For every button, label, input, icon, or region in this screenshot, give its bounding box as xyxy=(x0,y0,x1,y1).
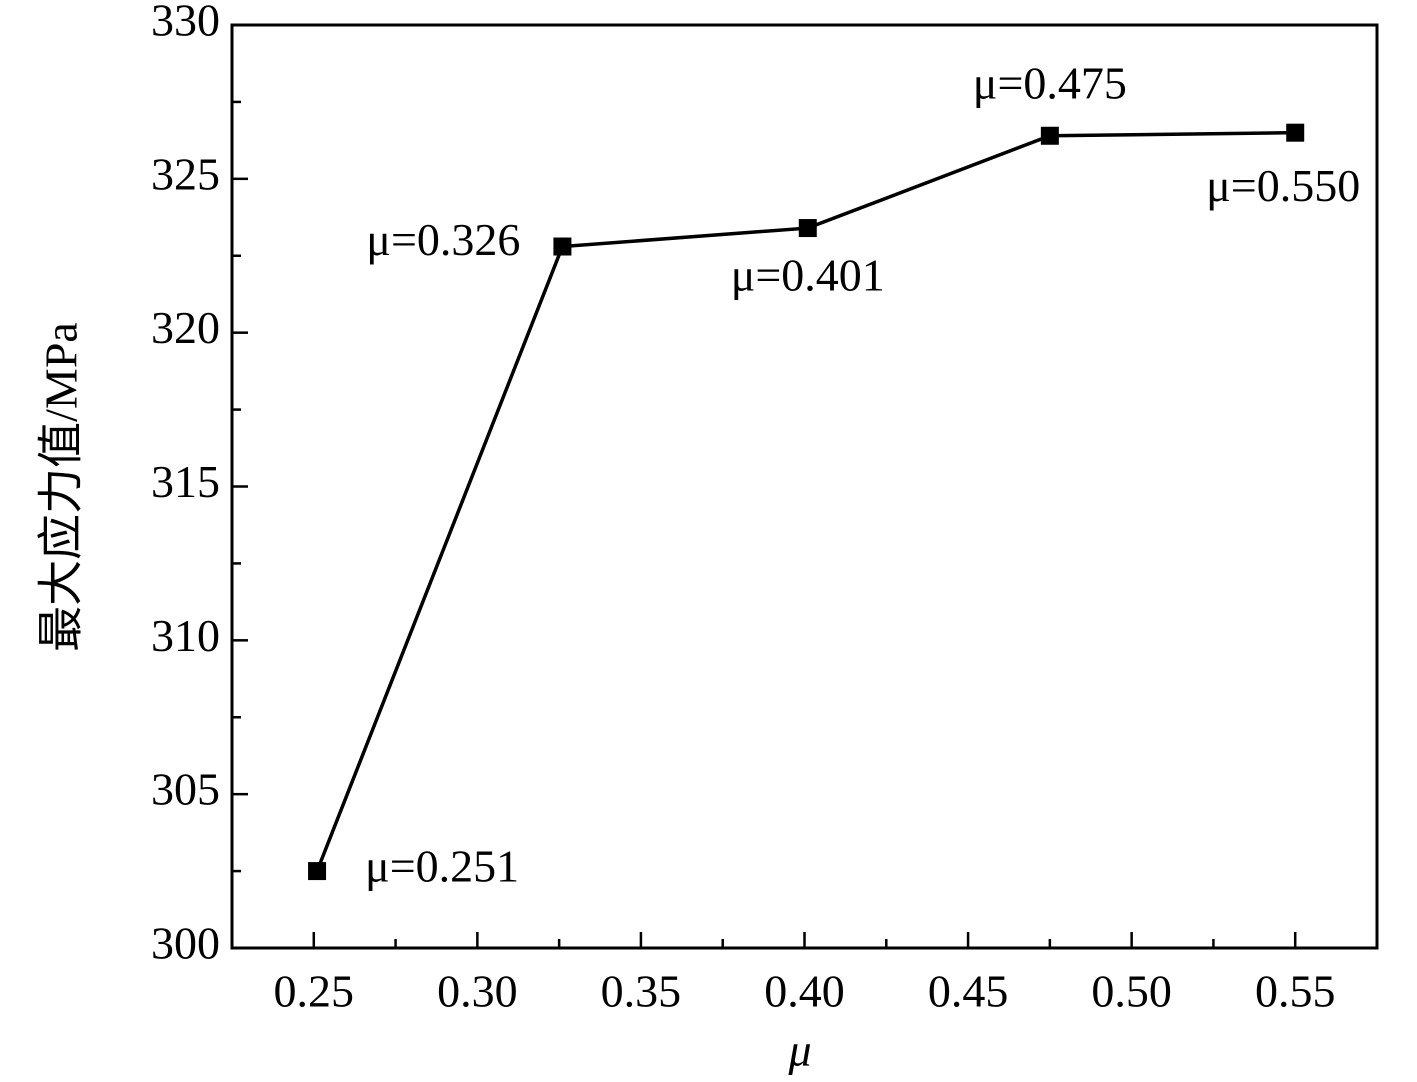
x-axis-label: μ xyxy=(787,1025,811,1076)
y-tick-label: 300 xyxy=(151,918,220,969)
data-label: μ=0.475 xyxy=(973,57,1127,108)
data-point xyxy=(308,862,327,881)
data-point xyxy=(553,237,572,256)
x-tick-label: 0.35 xyxy=(601,966,682,1017)
data-label: μ=0.401 xyxy=(731,250,885,301)
y-tick-label: 315 xyxy=(151,456,220,507)
data-point xyxy=(1286,123,1305,142)
data-label: μ=0.326 xyxy=(366,214,520,265)
x-tick-label: 0.40 xyxy=(764,966,845,1017)
data-label: μ=0.251 xyxy=(365,841,519,892)
data-point xyxy=(798,219,817,238)
y-tick-label: 310 xyxy=(151,610,220,661)
x-tick-label: 0.25 xyxy=(274,966,355,1017)
y-tick-label: 325 xyxy=(151,148,220,199)
x-tick-label: 0.50 xyxy=(1091,966,1172,1017)
y-tick-label: 305 xyxy=(151,764,220,815)
data-point xyxy=(1040,126,1059,145)
x-tick-label: 0.30 xyxy=(437,966,518,1017)
y-axis-label: 最大应力值/MPa xyxy=(36,322,87,652)
y-tick-label: 330 xyxy=(151,0,220,46)
y-tick-label: 320 xyxy=(151,302,220,353)
x-tick-label: 0.45 xyxy=(928,966,1009,1017)
x-tick-label: 0.55 xyxy=(1255,966,1336,1017)
data-label: μ=0.550 xyxy=(1206,160,1360,211)
